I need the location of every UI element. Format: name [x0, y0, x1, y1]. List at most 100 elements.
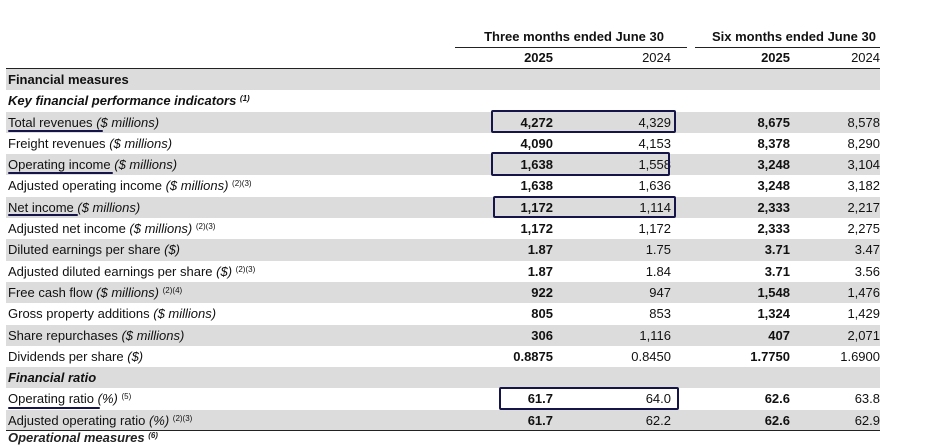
row-label: Free cash flow ($ millions) (2)(4)	[8, 284, 183, 300]
cell-value: 306	[531, 327, 553, 343]
subsection-heading: Key financial performance indicators (1)	[8, 93, 250, 109]
cell-value: 2,217	[847, 199, 880, 215]
cell-value: 1,324	[757, 306, 790, 322]
cell-value: 4,272	[520, 114, 553, 130]
cell-value: 1,636	[638, 178, 671, 194]
table-row: Adjusted diluted earnings per share ($) …	[6, 261, 880, 282]
year-header-3m-prior: 2024	[642, 50, 671, 65]
header-six-months: Six months ended June 30	[712, 29, 876, 44]
header-three-months: Three months ended June 30	[484, 29, 664, 44]
row-label: Freight revenues ($ millions)	[8, 135, 173, 151]
cell-value: 1.7750	[750, 348, 790, 364]
row-label: Operating ratio (%) (5)	[8, 391, 132, 407]
cell-value: 1.75	[645, 242, 671, 258]
year-header-3m-current: 2025	[524, 50, 553, 65]
highlight-box-operating-ratio	[499, 387, 679, 410]
table-row: Freight revenues ($ millions) 4,090 4,15…	[6, 133, 880, 154]
cell-value: 2,071	[847, 327, 880, 343]
cell-value: 4,090	[520, 135, 553, 151]
cell-value: 62.9	[854, 412, 880, 428]
cell-value: 1,172	[520, 221, 553, 237]
cell-value: 3,248	[757, 178, 790, 194]
row-label: Gross property additions ($ millions)	[8, 306, 217, 322]
cell-value: 3.71	[764, 242, 790, 258]
table-row: Financial measures	[6, 69, 880, 91]
row-label: Adjusted net income ($ millions) (2)(3)	[8, 221, 216, 237]
table-row: Free cash flow ($ millions) (2)(4) 922 9…	[6, 281, 880, 304]
highlight-box-operating-income	[491, 152, 670, 176]
cell-value: 62.6	[764, 412, 790, 428]
cell-value: 8,290	[847, 135, 880, 151]
table-row: Operating income ($ millions) 1,638 1,55…	[6, 154, 880, 176]
row-label: Diluted earnings per share ($)	[8, 242, 180, 258]
cell-value: 8,378	[757, 135, 790, 151]
cell-value: 3.71	[764, 263, 790, 279]
row-label: Share repurchases ($ millions)	[8, 327, 185, 343]
cell-value: 3.47	[854, 242, 880, 258]
cell-value: 8,578	[847, 114, 880, 130]
cell-value: 1,638	[520, 157, 553, 173]
underline-net-income	[8, 214, 78, 216]
row-label: Adjusted diluted earnings per share ($) …	[8, 263, 256, 279]
cell-value: 1,172	[520, 199, 553, 215]
cell-value: 0.8875	[513, 348, 553, 364]
cell-value: 407	[768, 327, 790, 343]
cell-value: 3,104	[847, 157, 880, 173]
highlight-box-net-income	[493, 196, 676, 218]
row-label: Net income ($ millions)	[8, 199, 141, 215]
cell-value: 2,333	[757, 221, 790, 237]
header-six-months-rule	[695, 47, 880, 48]
header-three-months-rule	[455, 47, 687, 48]
table-row: Operating ratio (%) (5) 61.7 64.0 62.6 6…	[6, 388, 880, 409]
cell-value: 64.0	[645, 391, 671, 407]
cell-value: 0.8450	[631, 348, 671, 364]
table-row: Adjusted net income ($ millions) (2)(3) …	[6, 218, 880, 239]
underline-total-revenues	[8, 130, 103, 132]
row-label: Adjusted operating ratio (%) (2)(3)	[8, 412, 193, 428]
cell-value: 1,114	[639, 199, 671, 215]
table-row: Share repurchases ($ millions) 306 1,116…	[6, 324, 880, 346]
cell-value: 853	[649, 306, 671, 322]
table-row: Financial ratio	[6, 367, 880, 389]
cell-value: 2,275	[847, 221, 880, 237]
highlight-box-total-revenues	[491, 110, 676, 133]
cell-value: 1.87	[527, 263, 553, 279]
cell-value: 4,329	[638, 114, 671, 130]
cell-value: 1.6900	[840, 348, 880, 364]
table-top-rule	[6, 68, 880, 69]
cell-value: 1.84	[645, 263, 671, 279]
cell-value: 3.56	[854, 263, 880, 279]
cell-value: 61.7	[527, 412, 553, 428]
cell-value: 61.7	[527, 391, 553, 407]
table-row: Adjusted operating ratio (%) (2)(3) 61.7…	[6, 409, 880, 432]
cell-value: 1,172	[638, 221, 671, 237]
table-row: Adjusted operating income ($ millions) (…	[6, 175, 880, 196]
underline-operating-ratio	[8, 407, 100, 409]
cell-value: 1,116	[639, 327, 671, 343]
cell-value: 2,333	[757, 199, 790, 215]
table-row: Gross property additions ($ millions) 80…	[6, 303, 880, 324]
cell-value: 3,182	[847, 178, 880, 194]
year-header-6m-current: 2025	[761, 50, 790, 65]
cell-value: 1.87	[527, 242, 553, 258]
row-label: Total revenues ($ millions)	[8, 114, 160, 130]
row-label: Dividends per share ($)	[8, 348, 144, 364]
table-row: Total revenues ($ millions) 4,272 4,329 …	[6, 111, 880, 133]
row-label: Adjusted operating income ($ millions) (…	[8, 178, 252, 194]
cell-value: 922	[531, 284, 553, 300]
cell-value: 3,248	[757, 157, 790, 173]
section-heading: Financial measures	[8, 72, 129, 87]
cell-value: 1,476	[847, 284, 880, 300]
cell-value: 4,153	[638, 135, 671, 151]
cell-value: 947	[649, 284, 671, 300]
year-header-6m-prior: 2024	[851, 50, 880, 65]
table-row: Dividends per share ($) 0.8875 0.8450 1.…	[6, 346, 880, 367]
cell-value: 1,558	[638, 157, 671, 173]
table-row: Net income ($ millions) 1,172 1,114 2,33…	[6, 196, 880, 219]
cell-value: 1,638	[520, 178, 553, 194]
table-row: Key financial performance indicators (1)	[6, 90, 880, 111]
cell-value: 62.2	[645, 412, 671, 428]
financial-measures-table: Financial measures Key financial perform…	[6, 69, 880, 432]
subsection-heading: Financial ratio	[8, 370, 97, 386]
